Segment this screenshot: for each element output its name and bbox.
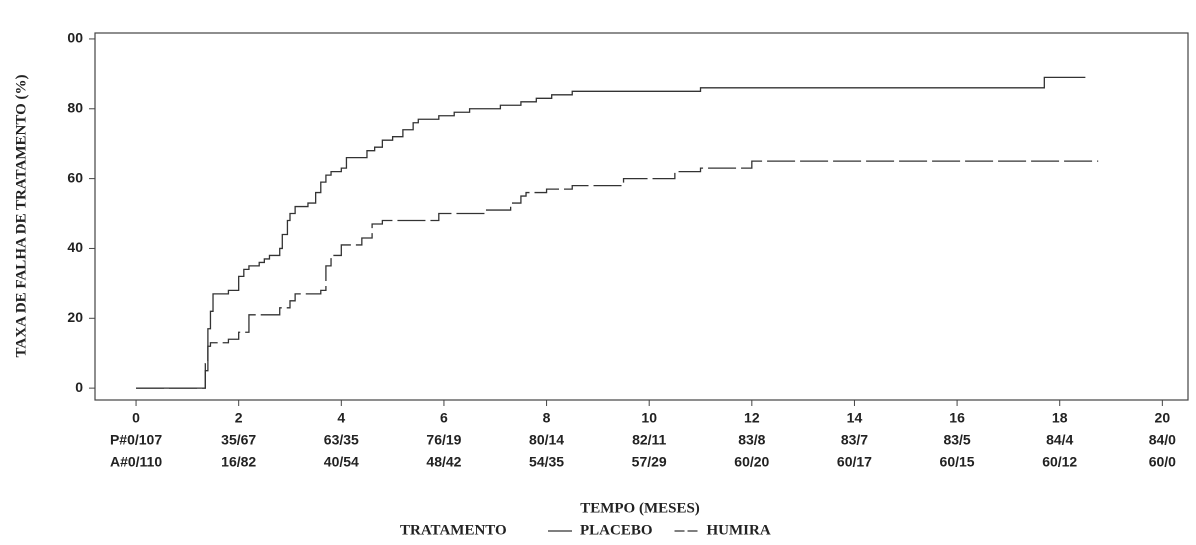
at-risk-count: 83/5 — [943, 432, 970, 448]
at-risk-count: 60/0 — [1149, 454, 1176, 470]
y-axis-label: TAXA DE FALHA DE TRATAMENTO (%) — [13, 75, 29, 358]
y-tick-label: 60 — [67, 169, 83, 185]
survival-curve — [136, 76, 1086, 389]
at-risk-count: 16/82 — [221, 454, 256, 470]
at-risk-count: 82/11 — [632, 432, 666, 448]
at-risk-count: 60/12 — [1042, 454, 1077, 470]
plot-frame — [94, 32, 1189, 401]
at-risk-count: 84/0 — [1149, 432, 1176, 448]
x-tick-label: 16 — [949, 410, 965, 426]
at-risk-count: 48/42 — [426, 454, 461, 470]
survival-curve — [136, 160, 1099, 389]
y-tick-label: 40 — [67, 239, 83, 255]
at-risk-count: 54/35 — [529, 454, 564, 470]
at-risk-count: 35/67 — [221, 432, 256, 448]
at-risk-count: 83/7 — [841, 432, 868, 448]
at-risk-count: 80/14 — [529, 432, 564, 448]
legend-label: PLACEBO — [580, 522, 653, 538]
legend-label: HUMIRA — [707, 522, 771, 538]
x-tick-label: 0 — [132, 410, 140, 426]
x-tick-label: 14 — [847, 410, 863, 426]
at-risk-count: 60/20 — [734, 454, 769, 470]
at-risk-count: 83/8 — [738, 432, 765, 448]
y-tick-label: 0 — [75, 379, 83, 395]
x-axis-label: TEMPO (MESES) — [580, 500, 700, 516]
at-risk-count: 63/35 — [324, 432, 359, 448]
x-tick-label: 20 — [1155, 410, 1171, 426]
y-tick-label: 80 — [67, 99, 83, 115]
x-tick-label: 2 — [235, 410, 243, 426]
legend-title: TRATAMENTO — [400, 522, 507, 538]
y-tick-label: 00 — [67, 30, 83, 46]
at-risk-count: 84/4 — [1046, 432, 1073, 448]
x-tick-label: 12 — [744, 410, 760, 426]
x-tick-label: 10 — [641, 410, 657, 426]
at-risk-count: 60/15 — [940, 454, 975, 470]
x-tick-label: 4 — [337, 410, 345, 426]
at-risk-count: 60/17 — [837, 454, 872, 470]
at-risk-count: 40/54 — [324, 454, 359, 470]
at-risk-count: P#0/107 — [110, 432, 162, 448]
at-risk-count: 57/29 — [632, 454, 667, 470]
y-tick-label: 20 — [67, 309, 83, 325]
at-risk-count: 76/19 — [426, 432, 461, 448]
x-tick-label: 18 — [1052, 410, 1068, 426]
at-risk-count: A#0/110 — [110, 454, 162, 470]
x-tick-label: 6 — [440, 410, 448, 426]
x-tick-label: 8 — [543, 410, 551, 426]
